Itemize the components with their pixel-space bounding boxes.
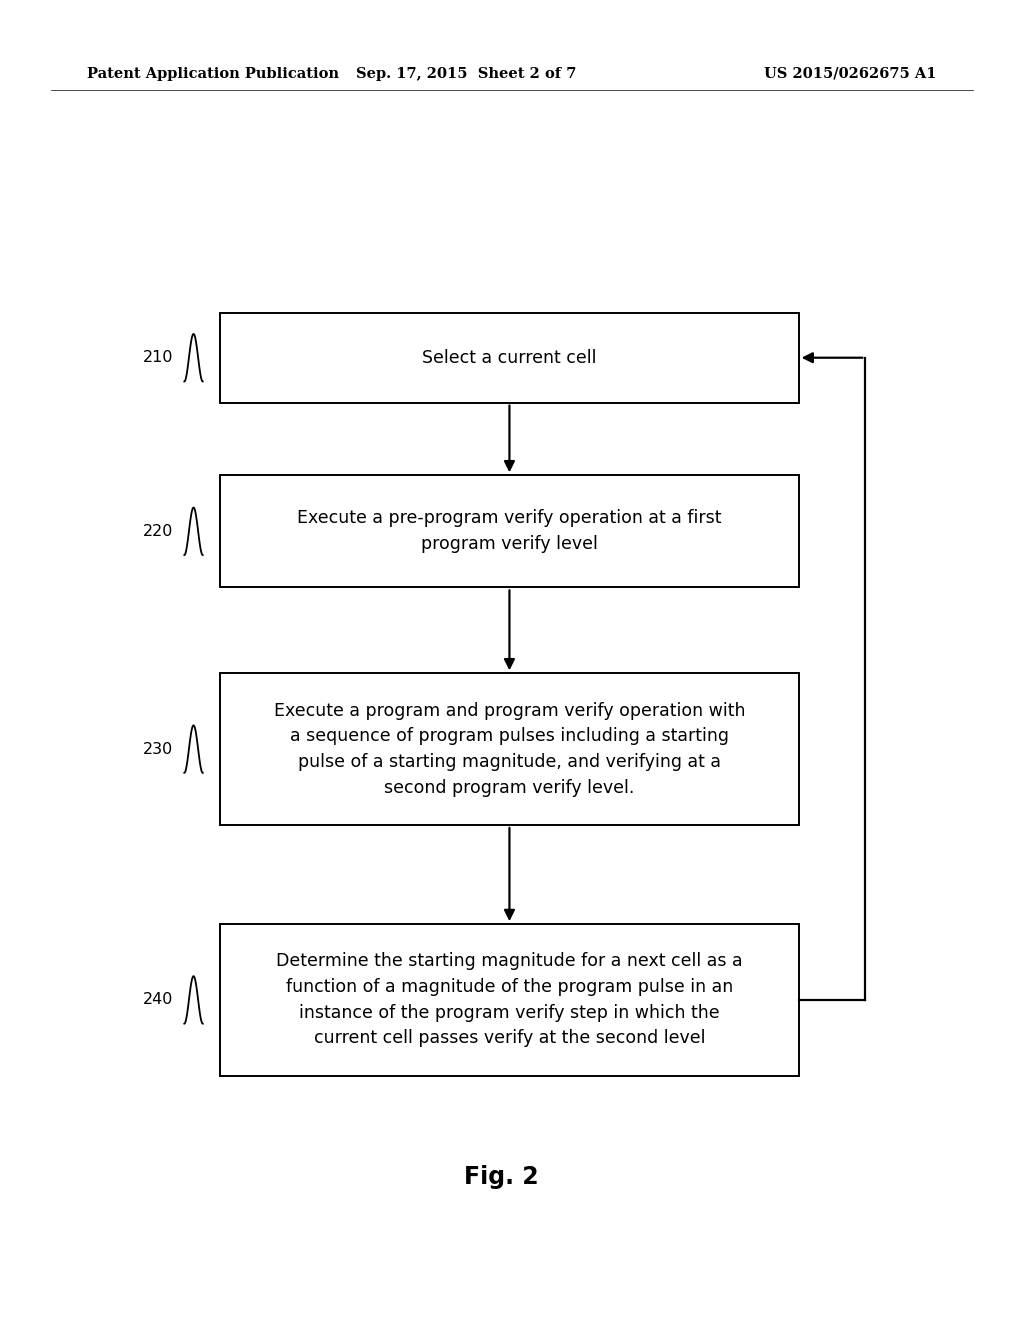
Text: Execute a pre-program verify operation at a first
program verify level: Execute a pre-program verify operation a…	[297, 510, 722, 553]
Text: Select a current cell: Select a current cell	[422, 348, 597, 367]
Bar	[220, 673, 799, 825]
Text: 240: 240	[143, 993, 174, 1007]
Text: Patent Application Publication: Patent Application Publication	[87, 67, 339, 81]
Text: 230: 230	[143, 742, 174, 756]
Text: 210: 210	[143, 350, 174, 366]
Text: Determine the starting magnitude for a next cell as a
function of a magnitude of: Determine the starting magnitude for a n…	[276, 952, 742, 1048]
Bar	[220, 924, 799, 1076]
Text: 220: 220	[143, 524, 174, 539]
Bar	[220, 475, 799, 587]
Bar	[220, 313, 799, 403]
Text: Execute a program and program verify operation with
a sequence of program pulses: Execute a program and program verify ope…	[273, 701, 745, 797]
Text: US 2015/0262675 A1: US 2015/0262675 A1	[765, 67, 937, 81]
Text: Fig. 2: Fig. 2	[465, 1166, 539, 1189]
Text: Sep. 17, 2015  Sheet 2 of 7: Sep. 17, 2015 Sheet 2 of 7	[355, 67, 577, 81]
